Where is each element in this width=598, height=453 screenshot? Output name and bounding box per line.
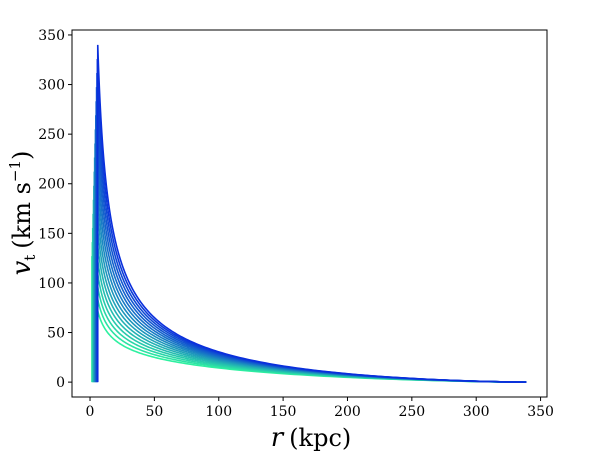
y-axis-unit-open: (km s <box>8 182 36 249</box>
x-tick-label: 250 <box>398 404 425 420</box>
y-axis: 0 50 100 150 200 250 300 350 <box>38 28 72 391</box>
y-tick-label: 300 <box>38 78 65 94</box>
series-line <box>92 213 527 383</box>
x-axis-unit: (kpc) <box>289 424 351 452</box>
series-line <box>91 242 527 383</box>
y-tick-label: 0 <box>56 375 65 391</box>
y-axis-symbol: v <box>7 260 37 275</box>
x-tick-label: 100 <box>205 404 232 420</box>
y-tick-label: 250 <box>38 127 65 143</box>
x-axis: 0 50 100 150 200 250 300 350 <box>86 397 554 420</box>
x-tick-label: 350 <box>527 404 554 420</box>
x-tick-label: 0 <box>86 404 95 420</box>
y-tick-label: 200 <box>38 177 65 193</box>
y-axis-superscript: −1 <box>6 160 24 182</box>
x-tick-label: 150 <box>270 404 297 420</box>
y-tick-label: 150 <box>38 226 65 242</box>
x-tick-label: 50 <box>145 404 163 420</box>
x-axis-label: r (kpc) <box>271 423 352 453</box>
y-axis-label: vt (km s−1) <box>6 151 39 276</box>
x-tick-label: 200 <box>334 404 361 420</box>
series-line <box>91 227 527 383</box>
series-line <box>96 44 527 383</box>
y-tick-label: 50 <box>47 326 65 342</box>
x-axis-symbol: r <box>271 423 285 453</box>
y-axis-subscript: t <box>21 255 39 261</box>
series-line <box>92 199 527 383</box>
y-axis-unit-close: ) <box>8 151 36 160</box>
y-tick-label: 100 <box>38 276 65 292</box>
plot-frame <box>71 29 548 398</box>
y-tick-label: 350 <box>38 28 65 44</box>
curves <box>91 44 527 383</box>
x-tick-label: 300 <box>463 404 490 420</box>
